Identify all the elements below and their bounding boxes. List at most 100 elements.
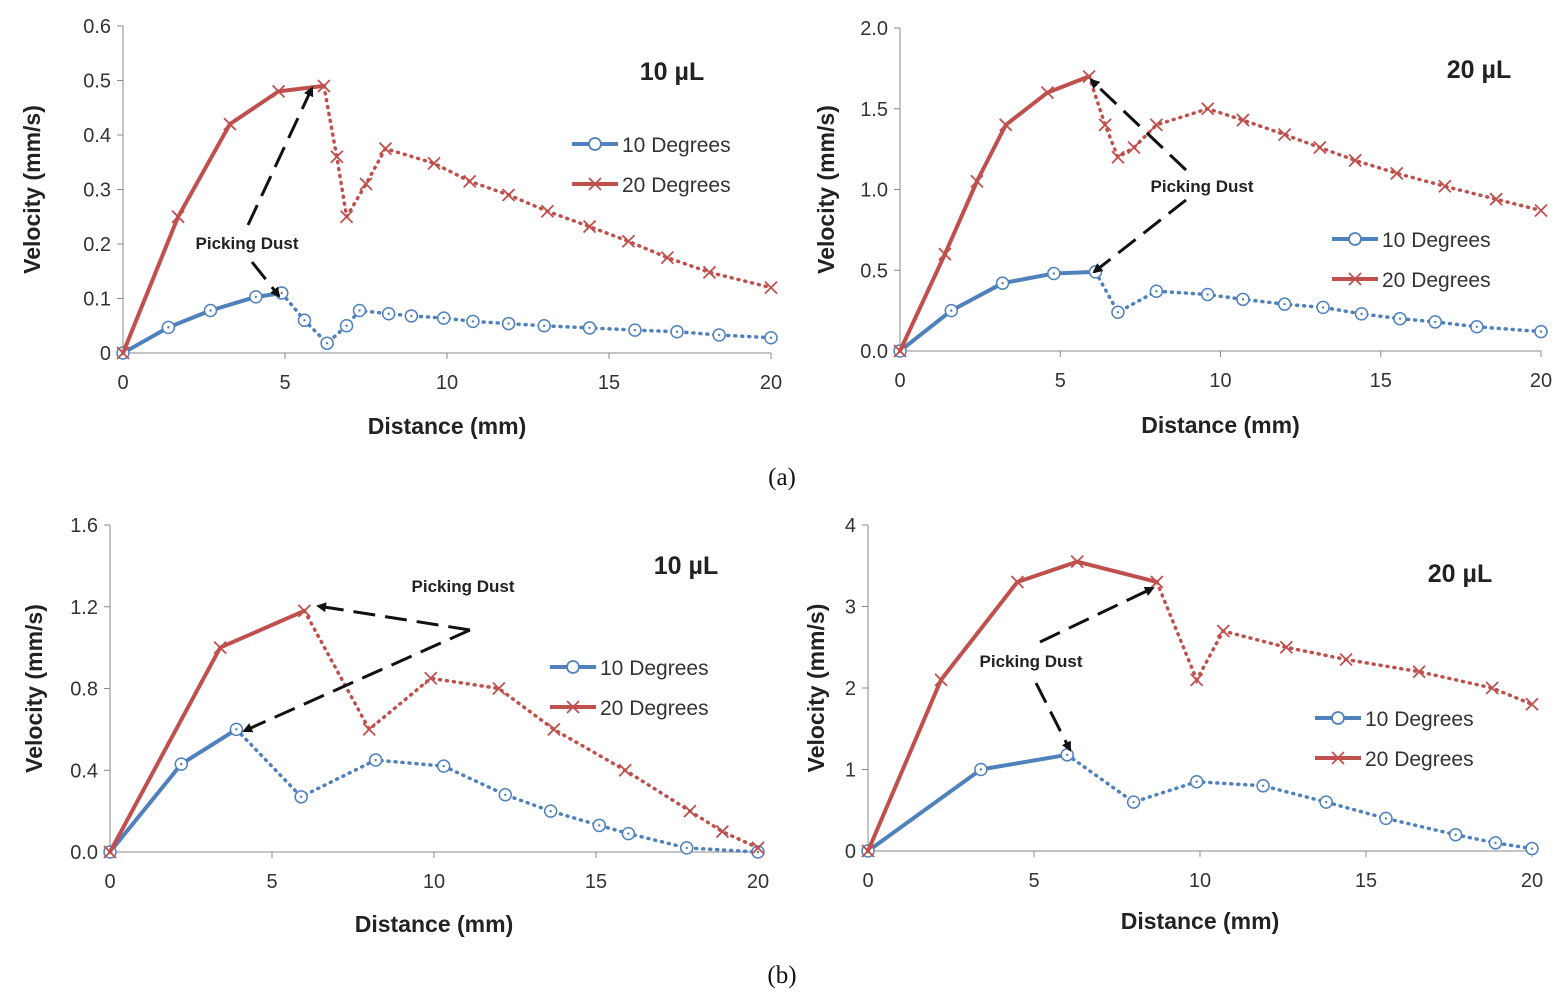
y-axis-title: Velocity (mm/s) (803, 604, 829, 773)
data-point-x (1149, 118, 1164, 132)
data-point-x (1111, 150, 1125, 164)
y-tick-label: 3 (845, 597, 856, 619)
legend-marker-x (1348, 272, 1362, 286)
x-tick-label: 5 (279, 372, 290, 394)
x-tick-label: 20 (1521, 870, 1543, 892)
x-tick-label: 5 (266, 871, 277, 893)
data-point-x (297, 604, 312, 618)
chart-3: 0.0 0.4 0.8 1.2 1.6 0 5 10 15 20 Distance (mm) Velo… (21, 515, 769, 937)
y-tick-label: 0.1 (83, 289, 111, 311)
data-point-x (1070, 555, 1084, 569)
legend-label-1: 10 Degrees (1365, 708, 1474, 731)
x-tick-label: 5 (1028, 870, 1039, 892)
data-point-dot (1398, 317, 1402, 320)
panel-title: 20 µL (1447, 56, 1511, 84)
legend-label-2: 20 Degrees (1365, 748, 1474, 771)
x-tick-label: 10 (1209, 370, 1231, 392)
y-tick-label: 0.8 (70, 679, 98, 701)
x-tick-label: 0 (862, 870, 873, 892)
panel-title: 10 µL (654, 552, 718, 580)
y-tick-label: 0.5 (83, 71, 111, 93)
x-tick-label: 5 (1055, 370, 1066, 392)
data-point-x (1339, 652, 1353, 667)
data-point-x (618, 763, 632, 777)
data-point-x (362, 722, 376, 737)
y-tick-label: 0 (845, 841, 856, 863)
annotation-text: Picking Dust (196, 234, 299, 253)
legend-marker-x (588, 177, 602, 191)
y-tick-label: 0.0 (860, 341, 888, 363)
legend-label-1: 10 Degrees (1382, 229, 1491, 252)
data-point-dot (588, 326, 591, 330)
data-point-x (582, 219, 597, 234)
data-point-dot (1321, 306, 1325, 309)
y-tick-label: 2.0 (860, 18, 888, 40)
data-point-dot (303, 319, 306, 322)
data-point-x (1489, 192, 1503, 206)
data-point-dot (1539, 330, 1543, 333)
data-point-dot (1241, 298, 1245, 301)
data-point-x (339, 210, 354, 224)
data-point-dot (1324, 800, 1328, 804)
chart-2: 0.0 0.5 1.0 1.5 2.0 0 5 10 15 20 Distance (mm) Velo… (813, 18, 1552, 438)
data-point-dot (325, 341, 329, 345)
x-tick-label: 20 (1530, 370, 1552, 392)
annotation-arrow-2 (1034, 682, 1072, 752)
y-tick-label: 1.2 (70, 597, 98, 619)
series-1-solid-line (108, 727, 239, 854)
y-tick-label: 0 (100, 343, 111, 365)
data-point-x (1236, 113, 1250, 127)
data-point-dot (1052, 272, 1056, 275)
data-point-dot (979, 768, 983, 771)
data-point-x (938, 247, 952, 261)
data-point-dot (504, 793, 507, 796)
data-point-dot (387, 312, 390, 315)
data-point-x (1150, 575, 1164, 589)
y-tick-label: 0.3 (83, 180, 111, 202)
data-point-x (1010, 575, 1025, 589)
annotation-arrow-1 (1089, 78, 1188, 172)
x-tick-label: 15 (585, 871, 607, 893)
data-point-dot (1475, 325, 1479, 328)
annotation-arrow-1 (316, 602, 471, 632)
data-point-dot (1195, 780, 1198, 783)
data-point-x (463, 174, 477, 188)
data-point-x (1313, 140, 1327, 155)
data-point-x (1216, 624, 1230, 638)
data-point-x (330, 150, 344, 164)
data-point-x (715, 824, 729, 839)
data-point-dot (471, 320, 475, 323)
y-tick-label: 0.2 (83, 234, 111, 256)
annotation-arrow-2 (1092, 198, 1187, 274)
data-point-x (378, 141, 393, 156)
y-tick-label: 1.0 (860, 180, 888, 202)
data-point-x (116, 346, 130, 360)
data-point-x (1277, 127, 1292, 142)
x-tick-label: 10 (436, 372, 458, 394)
data-point-x (660, 250, 674, 265)
data-point-x (424, 671, 438, 685)
data-point-dot (1001, 281, 1004, 285)
data-point-x (359, 177, 373, 191)
x-tick-label: 20 (760, 372, 782, 394)
series-1-solid-line (866, 752, 1070, 853)
data-point-dot (1530, 847, 1534, 850)
data-point-x (1127, 140, 1141, 155)
series-1-dotted-line (234, 727, 760, 854)
data-point-dot (280, 291, 283, 295)
y-tick-label: 0.4 (83, 125, 111, 147)
data-point-x (1040, 85, 1055, 100)
data-point-x (1534, 203, 1548, 218)
series-2-dotted-line (322, 84, 773, 290)
panel-title: 20 µL (1428, 560, 1492, 588)
series-2-dotted-line (1155, 580, 1534, 707)
data-point-dot (756, 850, 760, 854)
data-point-x (1390, 166, 1404, 180)
legend-marker-circle (566, 660, 580, 674)
data-point-dot (1494, 841, 1497, 845)
data-point-x (999, 118, 1013, 132)
data-point-dot (543, 324, 546, 327)
data-point-dot (675, 330, 679, 333)
data-point-x (1190, 673, 1204, 687)
